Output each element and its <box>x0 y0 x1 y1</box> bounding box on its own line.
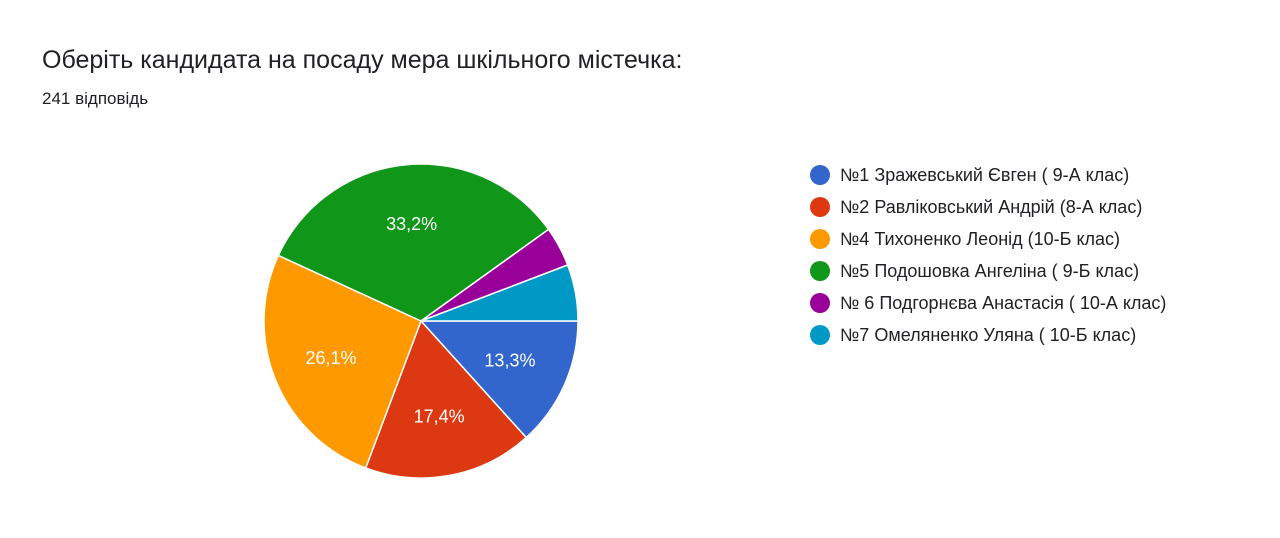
legend-label: № 6 Подгорнєва Анастасія ( 10-А клас) <box>840 293 1167 313</box>
legend-dot-icon <box>810 261 830 281</box>
pie-chart: 13,3% 17,4% 26,1% 33,2% <box>263 163 579 479</box>
slice-label-4: 33,2% <box>386 214 437 234</box>
legend-item-6[interactable]: №7 Омеляненко Уляна ( 10-Б клас) <box>810 322 1190 348</box>
legend-item-2[interactable]: №2 Равліковський Андрій (8-А клас) <box>810 194 1190 220</box>
slice-label-2: 17,4% <box>414 407 465 427</box>
legend-item-3[interactable]: №4 Тихоненко Леонід (10-Б клас) <box>810 226 1190 252</box>
pie-slice-4[interactable] <box>277 163 550 322</box>
slice-label-3: 26,1% <box>305 348 356 368</box>
chart-title: Оберіть кандидата на посаду мера шкільно… <box>42 46 683 74</box>
legend-item-1[interactable]: №1 Зражевський Євген ( 9-А клас) <box>810 162 1190 188</box>
legend-label: №5 Подошовка Ангеліна ( 9-Б клас) <box>840 261 1140 281</box>
legend-label: №7 Омеляненко Уляна ( 10-Б клас) <box>840 325 1137 345</box>
legend-dot-icon <box>810 293 830 313</box>
pie-slice-6[interactable] <box>420 264 579 322</box>
pie-slice-3[interactable] <box>263 254 422 469</box>
chart-legend: №1 Зражевський Євген ( 9-А клас) №2 Равлі… <box>810 162 1210 354</box>
pie-slice-1[interactable] <box>419 320 579 439</box>
response-count: 241 відповідь <box>42 89 149 108</box>
legend-dot-icon <box>810 197 830 217</box>
legend-label: №4 Тихоненко Леонід (10-Б клас) <box>840 229 1121 249</box>
legend-dot-icon <box>810 229 830 249</box>
legend-item-5[interactable]: № 6 Подгорнєва Анастасія ( 10-А клас) <box>810 290 1190 316</box>
slice-label-1: 13,3% <box>484 351 535 371</box>
pie-slice-2[interactable] <box>364 319 528 479</box>
legend-dot-icon <box>810 165 830 185</box>
legend-label: №1 Зражевський Євген ( 9-А клас) <box>840 165 1130 185</box>
legend-dot-icon <box>810 325 830 345</box>
legend-label: №2 Равліковський Андрій (8-А клас) <box>840 197 1143 217</box>
legend-item-4[interactable]: №5 Подошовка Ангеліна ( 9-Б клас) <box>810 258 1190 284</box>
